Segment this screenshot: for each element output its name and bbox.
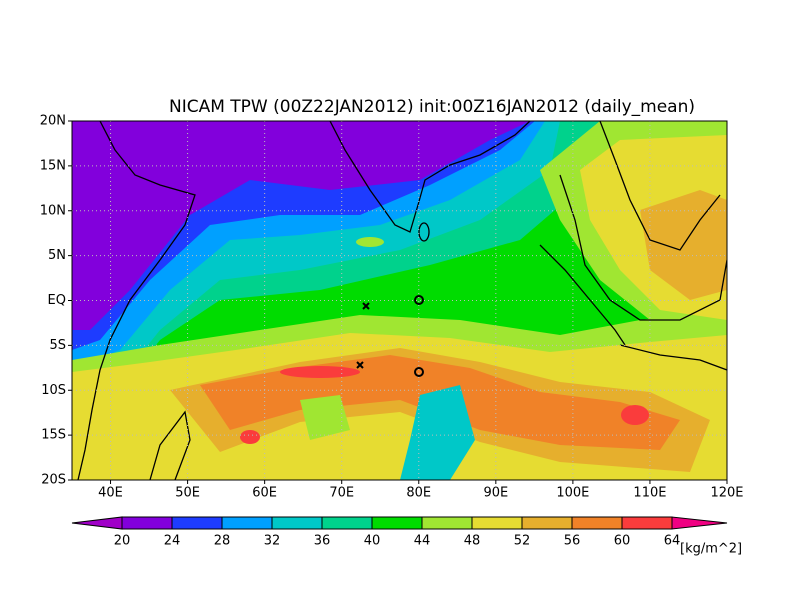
colorbar-unit: [kg/m^2] (680, 542, 742, 557)
y-tick-label: 20S (41, 473, 66, 488)
colorbar-label: 32 (264, 534, 281, 549)
colorbar-label: 64 (664, 534, 681, 549)
colorbar-label: 60 (614, 534, 631, 549)
colorbar-label: 20 (114, 534, 131, 549)
axes: 40E 50E 60E 70E 80E 90E 100E 110E 120E 20N 15N 10N 5… (40, 114, 744, 549)
chart-title: NICAM TPW (00Z22JAN2012) init:00Z16JAN20… (169, 97, 695, 117)
colorbar-label: 36 (314, 534, 331, 549)
colorbar-swatch (671, 516, 728, 530)
y-tick-label: 15S (41, 428, 66, 443)
colorbar-swatch (221, 516, 273, 530)
x-tick-label: 80E (406, 486, 431, 501)
x-tick-label: 70E (329, 486, 354, 501)
x-tick-label: 90E (483, 486, 508, 501)
y-tick-label: 10S (41, 383, 66, 398)
colorbar-label: 44 (414, 534, 431, 549)
colorbar-label: 40 (364, 534, 381, 549)
x-tick-label: 60E (252, 486, 277, 501)
x-tick-label: 100E (556, 486, 589, 501)
y-tick-label: 5N (48, 248, 66, 263)
x-tick-label: 40E (98, 486, 123, 501)
colorbar-swatch (621, 516, 673, 530)
colorbar-swatch (571, 516, 623, 530)
y-tick-label: EQ (48, 293, 66, 308)
tpw-field (72, 121, 727, 480)
plot-frame (71, 120, 728, 481)
y-tick-label: 20N (40, 114, 66, 129)
colorbar-label: 56 (564, 534, 581, 549)
y-tick-label: 5S (49, 338, 66, 353)
x-tick-label: 120E (710, 486, 743, 501)
colorbar-swatch (321, 516, 373, 530)
colorbar-label: 28 (214, 534, 231, 549)
colorbar-swatch (521, 516, 573, 530)
y-tick-label: 10N (40, 203, 66, 218)
colorbar-swatch (71, 516, 123, 530)
colorbar-label: 24 (164, 534, 181, 549)
colorbar-swatch (271, 516, 323, 530)
colorbar-swatch (471, 516, 523, 530)
colorbar-label: 48 (464, 534, 481, 549)
colorbar-label: 52 (514, 534, 531, 549)
colorbar-swatch (171, 516, 223, 530)
colorbar-swatch (371, 516, 423, 530)
colorbar-swatch (421, 516, 473, 530)
x-tick-label: 50E (175, 486, 200, 501)
x-tick-label: 110E (633, 486, 666, 501)
colorbar-swatch (121, 516, 173, 530)
y-tick-label: 15N (40, 158, 66, 173)
